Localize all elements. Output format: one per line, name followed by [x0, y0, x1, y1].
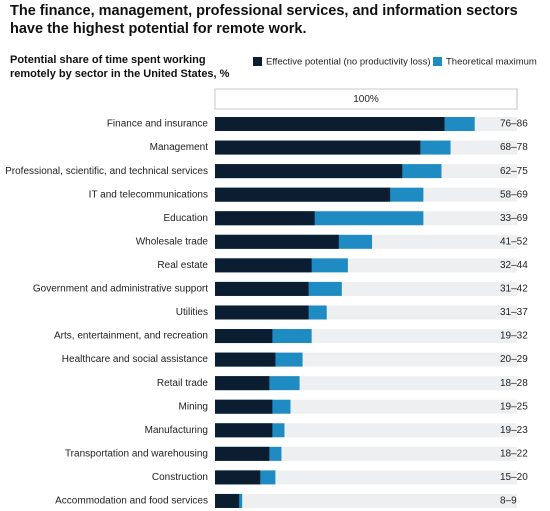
- bar: [215, 258, 312, 273]
- bar: [215, 470, 261, 485]
- y-tick-label: IT and telecommunications: [89, 189, 208, 200]
- bar: [215, 117, 445, 131]
- y-tick-label: Management: [150, 142, 209, 153]
- bar: [215, 376, 270, 391]
- bar: [215, 493, 240, 508]
- legend-label: Theoretical maximum: [446, 57, 537, 68]
- y-tick-label: Finance and insurance: [107, 119, 209, 130]
- bar: [215, 399, 273, 414]
- bar-background: [215, 446, 517, 461]
- bar: [215, 234, 339, 249]
- y-tick-label: Arts, entertainment, and recreation: [54, 331, 208, 342]
- value-label: 41–52: [500, 236, 528, 247]
- y-tick-label: Utilities: [176, 307, 208, 318]
- bar: [215, 329, 273, 344]
- value-label: 18–28: [500, 378, 528, 389]
- bar: [215, 281, 309, 296]
- y-tick-label: Accommodation and food services: [55, 496, 208, 507]
- bar-background: [215, 423, 517, 438]
- y-tick-label: Healthcare and social assistance: [62, 354, 209, 365]
- bar: [215, 140, 421, 155]
- bar: [215, 352, 276, 367]
- value-label: 31–37: [500, 307, 528, 318]
- legend-swatch: [433, 57, 442, 66]
- bar: [215, 211, 315, 226]
- legend-swatch: [253, 57, 262, 66]
- y-tick-label: Real estate: [157, 260, 208, 271]
- value-label: 33–69: [500, 213, 528, 224]
- legend-label: Effective potential (no productivity los…: [266, 57, 431, 68]
- bar: [215, 446, 270, 461]
- y-tick-label: Education: [164, 213, 208, 224]
- value-label: 19–32: [500, 331, 528, 342]
- y-tick-label: Transportation and warehousing: [65, 448, 208, 459]
- y-tick-label: Wholesale trade: [136, 236, 209, 247]
- y-tick-label: Professional, scientific, and technical …: [5, 166, 208, 177]
- bar: [215, 187, 391, 202]
- y-tick-label: Construction: [152, 472, 208, 483]
- value-label: 19–25: [500, 401, 528, 412]
- value-label: 58–69: [500, 189, 528, 200]
- value-label: 18–22: [500, 448, 528, 459]
- y-tick-label: Manufacturing: [145, 425, 208, 436]
- value-label: 20–29: [500, 354, 528, 365]
- y-tick-label: Retail trade: [157, 378, 209, 389]
- y-tick-label: Mining: [179, 401, 208, 412]
- value-label: 62–75: [500, 166, 528, 177]
- value-label: 19–23: [500, 425, 528, 436]
- y-tick-label: Government and administrative support: [33, 284, 208, 295]
- chart-subtitle: Potential share of time spent working re…: [10, 54, 230, 80]
- value-label: 32–44: [500, 260, 528, 271]
- x-tick-label: 100%: [353, 94, 379, 105]
- bar: [215, 423, 273, 438]
- bar-background: [215, 470, 517, 485]
- value-label: 68–78: [500, 142, 528, 153]
- bar: [215, 305, 309, 320]
- value-label: 15–20: [500, 472, 528, 483]
- value-label: 8–9: [500, 496, 517, 507]
- value-label: 31–42: [500, 284, 528, 295]
- chart-title: The finance, management, professional se…: [10, 3, 518, 37]
- bar: [215, 164, 403, 179]
- bar-background: [215, 493, 517, 508]
- value-label: 76–86: [500, 119, 528, 130]
